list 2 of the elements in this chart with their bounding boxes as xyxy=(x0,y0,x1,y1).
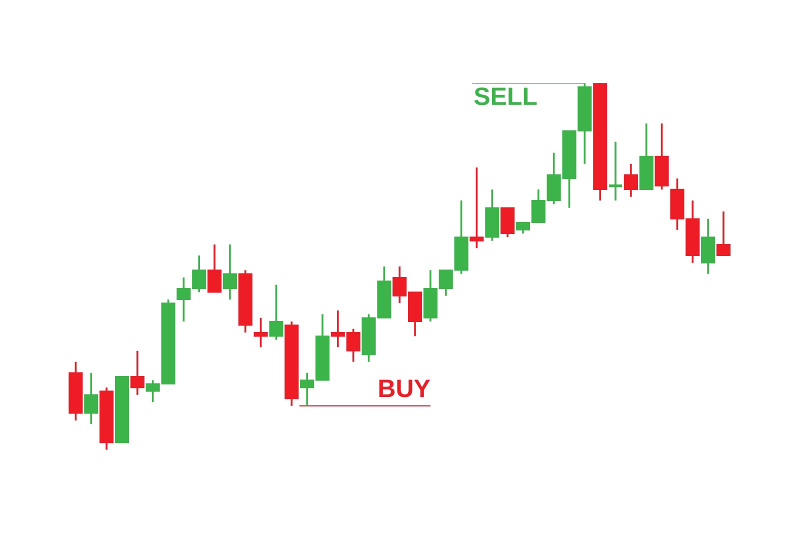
annotation: SELL xyxy=(474,87,537,106)
annotation: BUY xyxy=(379,380,430,398)
